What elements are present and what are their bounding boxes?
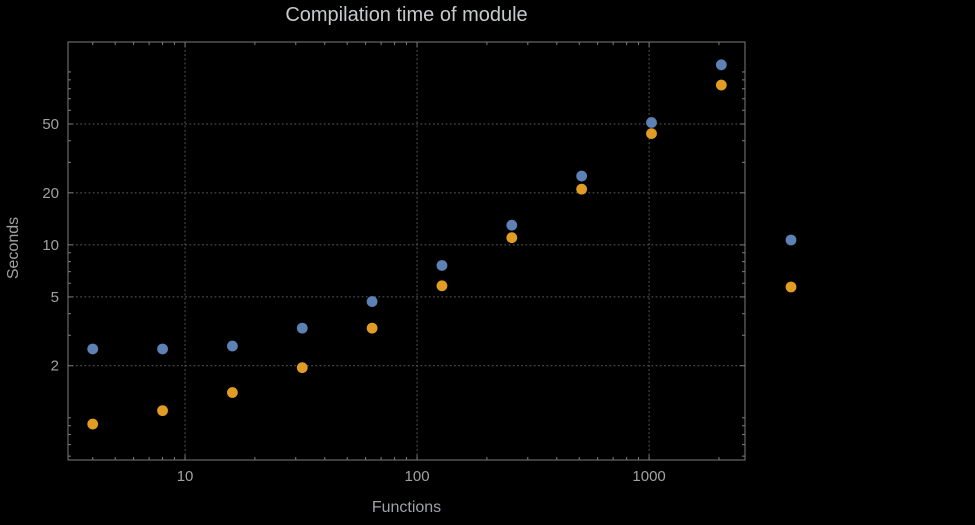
y-tick-label: 10 xyxy=(42,237,59,254)
data-point-series-2 xyxy=(576,183,588,195)
data-point-series-1 xyxy=(646,117,657,128)
legend-marker-series-1 xyxy=(785,234,797,246)
data-point-series-1 xyxy=(436,260,448,271)
chart-title: Compilation time of module xyxy=(285,4,528,26)
data-point-series-1 xyxy=(576,170,588,182)
y-tick-label: 2 xyxy=(51,358,59,375)
x-tick-label: 100 xyxy=(405,468,430,485)
x-axis-label: Functions xyxy=(371,499,442,516)
data-point-series-2 xyxy=(366,322,378,334)
x-tick-label: 10 xyxy=(177,468,194,485)
x-tick-label: 1000 xyxy=(632,468,665,485)
y-tick-label: 50 xyxy=(42,116,59,133)
data-point-series-1 xyxy=(227,340,238,352)
data-point-series-1 xyxy=(715,59,727,71)
data-point-series-2 xyxy=(715,79,727,91)
data-point-series-2 xyxy=(436,280,448,292)
data-point-series-1 xyxy=(506,219,518,231)
data-point-series-2 xyxy=(227,387,238,398)
legend-marker-series-2 xyxy=(785,281,797,293)
data-point-series-2 xyxy=(87,418,99,430)
data-point-series-1 xyxy=(296,322,308,334)
data-point-series-2 xyxy=(296,362,308,374)
plot-frame xyxy=(67,41,746,461)
data-point-series-2 xyxy=(506,232,518,244)
y-tick-label: 5 xyxy=(51,289,59,306)
data-point-series-1 xyxy=(87,343,99,355)
data-point-series-1 xyxy=(157,343,168,355)
y-tick-label: 20 xyxy=(42,185,59,202)
data-point-series-1 xyxy=(366,296,378,307)
data-point-series-2 xyxy=(646,128,657,140)
data-point-series-2 xyxy=(157,405,168,417)
